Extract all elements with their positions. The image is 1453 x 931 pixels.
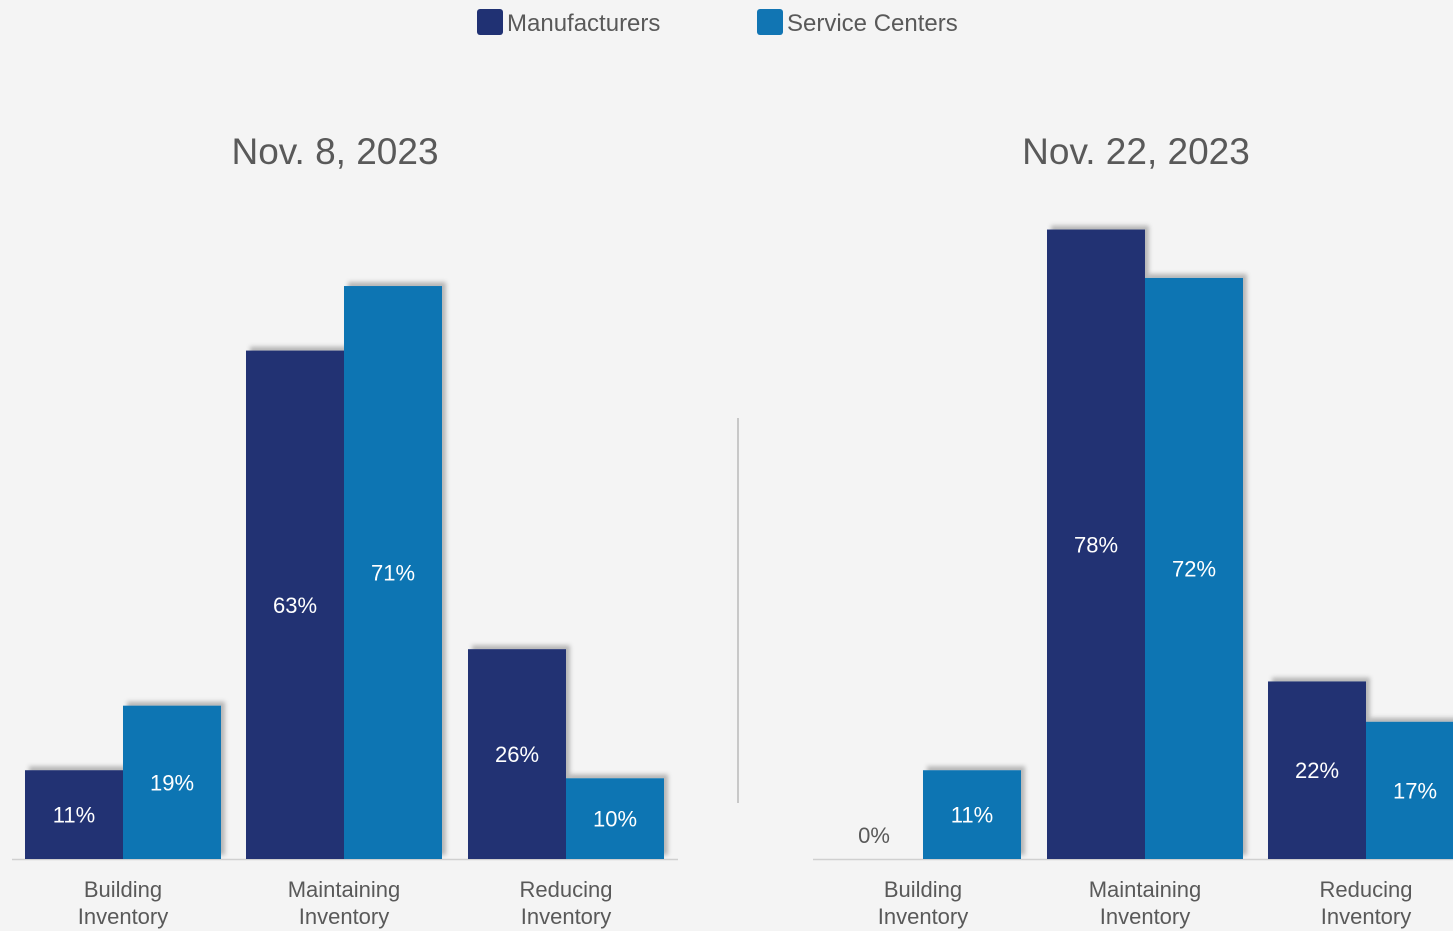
bar-service-centers-2 <box>566 778 664 859</box>
bar-service-centers-1 <box>344 286 442 859</box>
legend-swatch <box>757 9 783 35</box>
legend-item-0: Manufacturers <box>477 9 660 37</box>
data-label: 11% <box>53 803 95 828</box>
bar-service-centers-0 <box>123 705 221 859</box>
data-label: 22% <box>1295 758 1339 783</box>
bar-service-centers-0 <box>923 770 1021 859</box>
chart-panel-2: Nov. 22, 2023 0% 11% Building Inventory 78% 72… <box>813 131 1453 929</box>
category-label: Reducing Inventory <box>1320 877 1413 929</box>
chart-panels: Nov. 8, 2023 11% 19% Building Inventory 63% 71… <box>12 131 1453 929</box>
category-label: Building Inventory <box>78 877 169 929</box>
data-label: 11% <box>951 803 993 828</box>
bar-manufacturers-1 <box>1047 229 1145 860</box>
bar-manufacturers-2 <box>1268 681 1366 859</box>
legend-item-1: Service Centers <box>757 9 958 37</box>
category-label: Reducing Inventory <box>520 877 613 929</box>
chart-title: Nov. 8, 2023 <box>231 131 438 172</box>
bar-service-centers-1 <box>1145 277 1243 860</box>
legend-swatch <box>477 9 503 35</box>
bar-service-centers-2 <box>1366 721 1453 859</box>
data-label: 71% <box>371 561 415 586</box>
bar-manufacturers-1 <box>246 350 344 859</box>
data-label: 63% <box>273 593 317 618</box>
category-label: Building Inventory <box>878 877 969 929</box>
data-label: 10% <box>593 807 637 832</box>
data-label: 78% <box>1074 532 1118 557</box>
data-label: 19% <box>150 770 194 795</box>
legend: Manufacturers Service Centers <box>477 9 958 37</box>
category-label: Maintaining Inventory <box>288 877 401 929</box>
data-label: 17% <box>1393 778 1437 803</box>
legend-label: Service Centers <box>787 10 958 37</box>
data-label: 0% <box>858 823 890 848</box>
data-label: 72% <box>1172 556 1216 581</box>
legend-label: Manufacturers <box>507 10 660 37</box>
data-label: 26% <box>495 742 539 767</box>
chart-title: Nov. 22, 2023 <box>1022 131 1250 172</box>
bar-manufacturers-2 <box>468 649 566 859</box>
bar-manufacturers-0 <box>25 770 123 859</box>
category-label: Maintaining Inventory <box>1089 877 1202 929</box>
chart-panel-1: Nov. 8, 2023 11% 19% Building Inventory 63% 71… <box>12 131 678 929</box>
